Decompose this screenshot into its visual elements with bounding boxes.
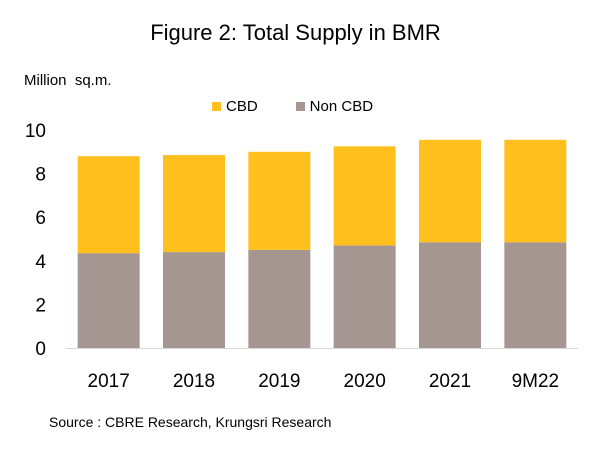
bar-cbd-9m22 [504, 139, 567, 243]
bar-cbd-2020 [333, 146, 396, 246]
bar-non-cbd-2021 [419, 242, 481, 348]
bar-non-cbd-2017 [77, 253, 140, 348]
chart-title: Figure 2: Total Supply in BMR [150, 20, 441, 45]
y-tick-label: 0 [35, 339, 46, 360]
bar-non-cbd-9m22 [504, 242, 567, 348]
legend-swatch-cbd [212, 101, 221, 111]
x-tick-label: 2019 [258, 371, 300, 392]
y-tick-label: 4 [35, 252, 46, 273]
x-tick-label: 2017 [88, 371, 130, 392]
bar-non-cbd-2019 [248, 249, 311, 348]
bar-non-cbd-2020 [333, 245, 396, 348]
x-tick-label: 2020 [344, 371, 386, 392]
bar-cbd-2017 [77, 156, 140, 254]
source-note: Source : CBRE Research, Krungsri Researc… [49, 414, 332, 430]
x-tick-label: 9M22 [512, 371, 560, 392]
y-tick-label: 6 [35, 208, 46, 229]
bar-non-cbd-2018 [163, 252, 225, 348]
plot-area: 0 2 4 6 8 10 2017 2018 2019 2020 2021 9M22 [25, 121, 578, 392]
legend-item-cbd: CBD [212, 98, 258, 115]
legend-item-non-cbd: Non CBD [295, 97, 374, 115]
y-tick-label: 10 [25, 121, 46, 142]
y-axis-unit-label: Million sq.m. [24, 72, 112, 89]
bar-cbd-2021 [419, 139, 481, 243]
legend-swatch-non-cbd [295, 101, 305, 111]
legend-label-cbd: CBD [226, 97, 258, 115]
bar-cbd-2018 [163, 155, 225, 253]
x-tick-label: 2018 [173, 371, 215, 392]
y-tick-label: 2 [35, 295, 46, 316]
legend: CBD Non CBD [212, 96, 411, 116]
x-tick-label: 2021 [429, 371, 471, 392]
y-tick-label: 8 [35, 165, 46, 186]
legend-label-non-cbd: Non CBD [309, 97, 374, 115]
bar-cbd-2019 [248, 151, 311, 250]
